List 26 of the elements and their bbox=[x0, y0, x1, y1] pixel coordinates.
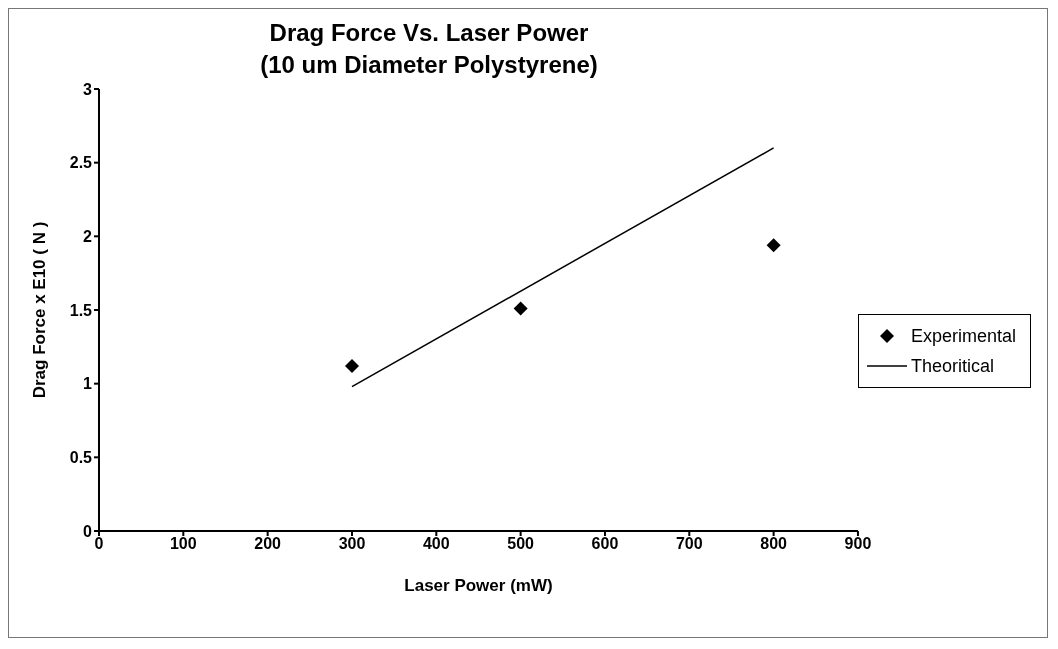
y-axis-title: Drag Force x E10 ( N ) bbox=[30, 221, 50, 399]
x-tick-label: 400 bbox=[422, 535, 450, 553]
x-axis-title: Laser Power (mW) bbox=[404, 576, 553, 595]
x-tick-label: 200 bbox=[254, 535, 282, 553]
x-tick-label: 0 bbox=[94, 535, 104, 553]
legend-label: Theoritical bbox=[910, 355, 994, 377]
y-tick-label: 2.5 bbox=[69, 154, 93, 172]
x-tick-label: 800 bbox=[760, 535, 788, 553]
y-tick-label: 0.5 bbox=[69, 449, 93, 467]
y-tick-label: 1.5 bbox=[69, 301, 93, 319]
x-tick-label: 600 bbox=[591, 535, 619, 553]
point bbox=[766, 238, 781, 253]
point bbox=[344, 358, 359, 373]
y-tick-label: 1 bbox=[83, 375, 93, 393]
y-tick-label: 2 bbox=[83, 228, 93, 246]
x-tick-label: 900 bbox=[844, 535, 872, 553]
chart-subtitle: (10 um Diameter Polystyrene) bbox=[259, 50, 599, 80]
y-tick-label: 3 bbox=[83, 80, 93, 98]
chart-title: Drag Force Vs. Laser Power bbox=[268, 18, 590, 48]
legend-label: Experimental bbox=[910, 325, 1016, 347]
x-tick-label: 500 bbox=[507, 535, 535, 553]
point bbox=[513, 301, 528, 316]
x-tick-label: 300 bbox=[338, 535, 366, 553]
y-tick-label: 0 bbox=[83, 522, 93, 540]
x-tick-label: 100 bbox=[169, 535, 197, 553]
x-tick-label: 700 bbox=[675, 535, 703, 553]
